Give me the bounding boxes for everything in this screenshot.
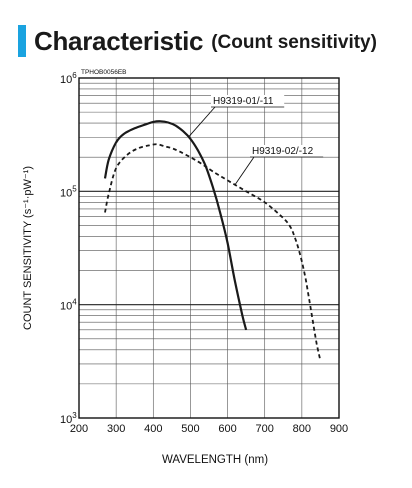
y-tick-label: 105: [60, 184, 77, 199]
x-tick-label: 500: [181, 423, 199, 435]
series-line-2: [104, 143, 322, 361]
chart-code: TPHOB0056EB: [81, 69, 127, 76]
x-tick-label: 900: [330, 423, 348, 435]
y-axis-label: COUNT SENSITIVITY (s⁻¹·pW⁻¹): [22, 166, 34, 330]
annotation-box: [250, 145, 324, 157]
annotation-label: H9319-01/-11: [213, 96, 274, 107]
section-header: Characteristic (Count sensitivity): [18, 24, 377, 58]
series-line-1: [103, 120, 248, 331]
x-tick-label: 800: [293, 423, 311, 435]
page-title: Characteristic: [34, 25, 204, 56]
plot-frame: [78, 77, 340, 419]
x-axis-label: WAVELENGTH (nm): [162, 454, 268, 466]
x-tick-label: 300: [107, 423, 125, 435]
page-subtitle: (Count sensitivity): [211, 32, 377, 53]
y-tick-label: 104: [60, 298, 77, 313]
accent-bar: [18, 25, 26, 57]
x-tick-label: 400: [144, 423, 162, 435]
annotation-label: H9319-02/-12: [252, 146, 314, 157]
plot-area: [79, 78, 339, 418]
y-tick-label: 106: [60, 71, 77, 86]
annotation-leader: [234, 156, 255, 185]
y-tick-label: 103: [60, 411, 77, 426]
x-tick-label: 600: [218, 423, 236, 435]
annotation-leader: [188, 106, 216, 138]
annotation-box: [211, 95, 285, 107]
x-tick-label: 700: [256, 423, 274, 435]
x-tick-label: 200: [70, 423, 88, 435]
grid: [79, 78, 339, 418]
